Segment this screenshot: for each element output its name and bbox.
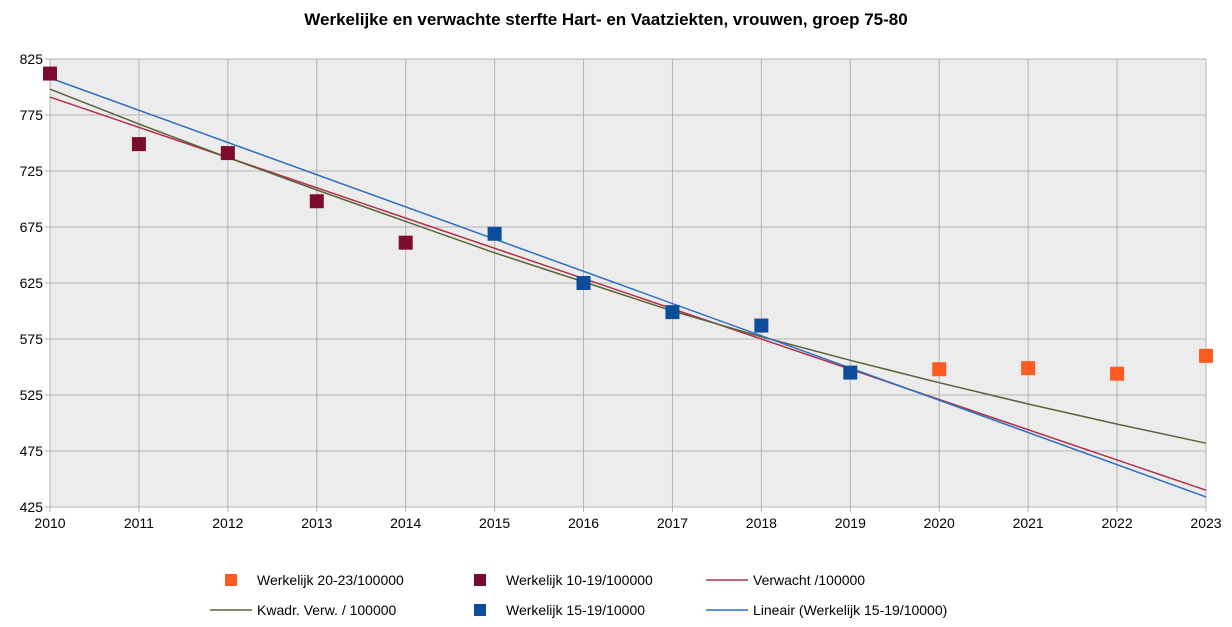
grid <box>45 58 1207 512</box>
x-tick-label: 2016 <box>568 515 599 531</box>
y-tick-label: 425 <box>20 499 44 515</box>
data-point <box>576 276 591 290</box>
y-tick-label: 475 <box>20 443 44 459</box>
data-point <box>131 137 146 152</box>
y-tick-label: 775 <box>20 107 44 123</box>
x-tick-label: 2015 <box>479 515 510 531</box>
y-tick-label: 725 <box>20 163 44 179</box>
data-point <box>665 305 680 320</box>
series-lines <box>49 77 1207 498</box>
y-axis-ticks: 425 475 525 575 625 675 725 775 825 <box>20 51 44 515</box>
data-point <box>309 194 324 209</box>
y-tick-label: 525 <box>20 387 44 403</box>
data-point <box>932 362 947 377</box>
x-tick-label: 2022 <box>1101 515 1132 531</box>
data-point <box>843 365 858 380</box>
series-line <box>49 88 1207 444</box>
y-tick-label: 825 <box>20 51 44 67</box>
x-tick-label: 2019 <box>835 515 866 531</box>
y-tick-label: 575 <box>20 331 44 347</box>
data-point <box>1021 361 1036 376</box>
legend-marker <box>474 604 486 616</box>
y-tick-label: 625 <box>20 275 44 291</box>
y-tick-label: 675 <box>20 219 44 235</box>
legend-label: Werkelijk 20-23/100000 <box>257 572 404 588</box>
x-tick-label: 2017 <box>657 515 688 531</box>
legend-label: Verwacht /100000 <box>753 572 865 588</box>
x-tick-label: 2010 <box>34 515 65 531</box>
x-tick-label: 2011 <box>124 515 154 531</box>
data-point <box>754 318 769 333</box>
x-tick-label: 2021 <box>1013 515 1044 531</box>
series-line <box>49 77 1207 498</box>
x-tick-label: 2014 <box>390 515 421 531</box>
legend-label: Werkelijk 10-19/100000 <box>506 572 653 588</box>
data-point <box>1199 348 1213 363</box>
series-points <box>43 66 1213 381</box>
x-tick-label: 2020 <box>924 515 955 531</box>
data-point <box>487 226 502 241</box>
legend-label: Kwadr. Verw. / 100000 <box>257 602 397 618</box>
data-point <box>43 66 57 81</box>
x-axis-ticks: 2010 2011 2012 2013 2014 2015 2016 2017 2018 2019… <box>34 515 1221 531</box>
x-tick-label: 2012 <box>212 515 243 531</box>
legend-label: Lineair (Werkelijk 15-19/10000) <box>753 602 947 618</box>
x-tick-label: 2023 <box>1190 515 1221 531</box>
x-tick-label: 2013 <box>301 515 332 531</box>
x-tick-label: 2018 <box>746 515 777 531</box>
legend-marker <box>474 574 486 586</box>
legend-marker <box>225 574 237 586</box>
data-point <box>1110 366 1125 381</box>
legend: Werkelijk 20-23/100000 Werkelijk 10-19/10… <box>210 572 947 618</box>
data-point <box>398 235 413 250</box>
data-point <box>220 146 235 161</box>
legend-label: Werkelijk 15-19/10000 <box>506 602 645 618</box>
chart-title: Werkelijke en verwachte sterfte Hart- en… <box>304 10 907 29</box>
